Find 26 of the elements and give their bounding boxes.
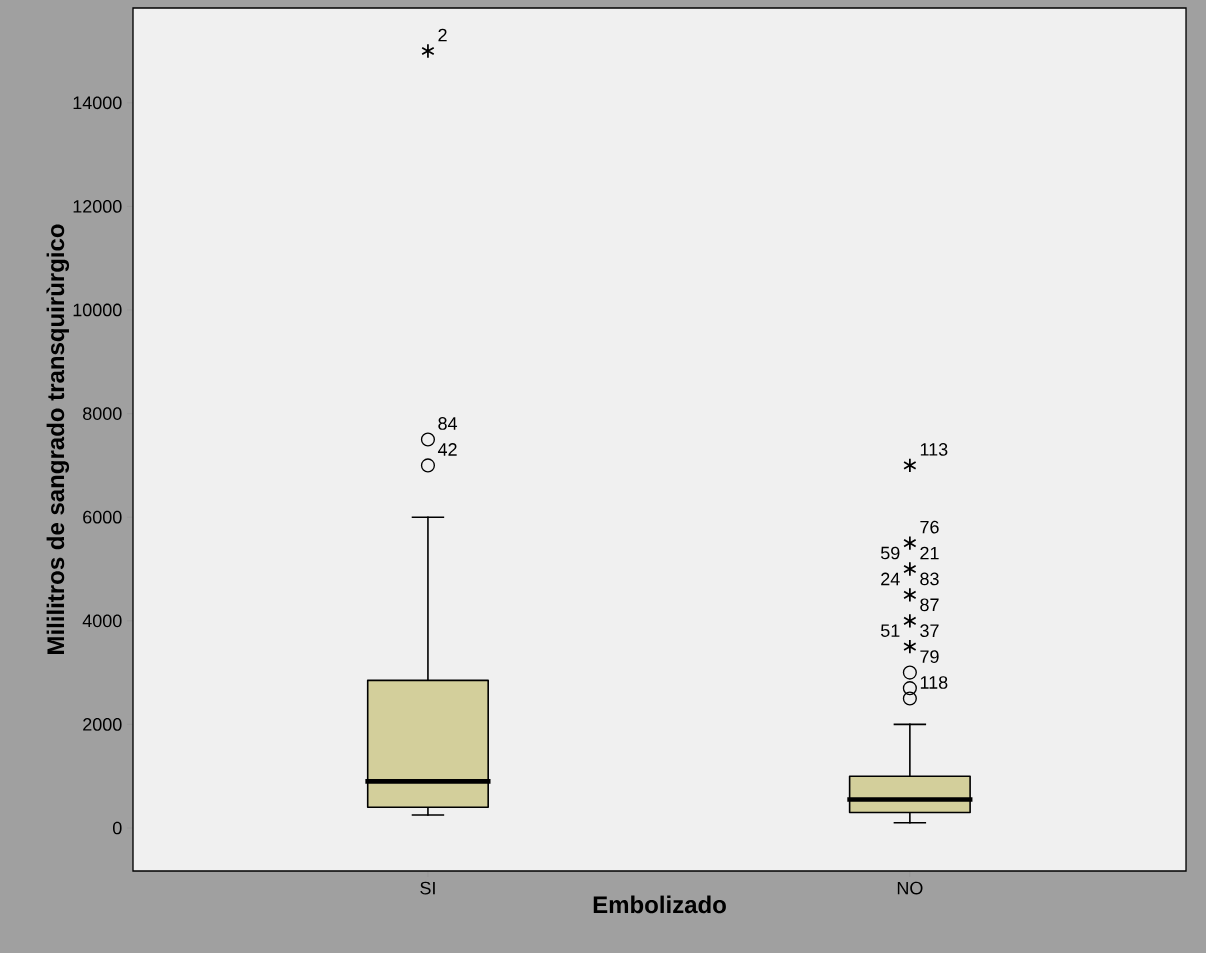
y-axis-title: Mililitros de sangrado transquirùrgico [46,224,70,654]
x-tick-label: NO [897,881,923,895]
y-tick-label: 0 [112,821,122,835]
y-tick-label: 8000 [83,407,122,420]
annotation: 51 [880,624,900,637]
annotation: 87 [920,598,939,612]
annotation: 79 [920,650,939,663]
annotation: 118 [920,676,948,689]
y-tick-label: 6000 [83,510,122,524]
annotation: 21 [920,546,939,560]
annotation: 59 [880,546,900,560]
annotation: 2 [438,28,447,42]
annotation: 83 [920,572,939,586]
y-tick-label: 12000 [73,200,122,213]
y-tick-label: 10000 [73,303,122,317]
y-tick-label: 2000 [83,718,122,731]
y-tick-label: 14000 [73,96,122,110]
annotation: 113 [920,443,948,456]
annotation: 84 [438,417,458,430]
y-tick-label: 4000 [82,614,122,628]
annotation: 42 [437,443,457,456]
x-axis-title: Embolizado [593,895,726,914]
annotation: 24 [881,572,900,586]
annotation: 76 [920,520,939,534]
x-tick-label: SI [420,881,435,895]
annotation: 37 [920,624,939,638]
